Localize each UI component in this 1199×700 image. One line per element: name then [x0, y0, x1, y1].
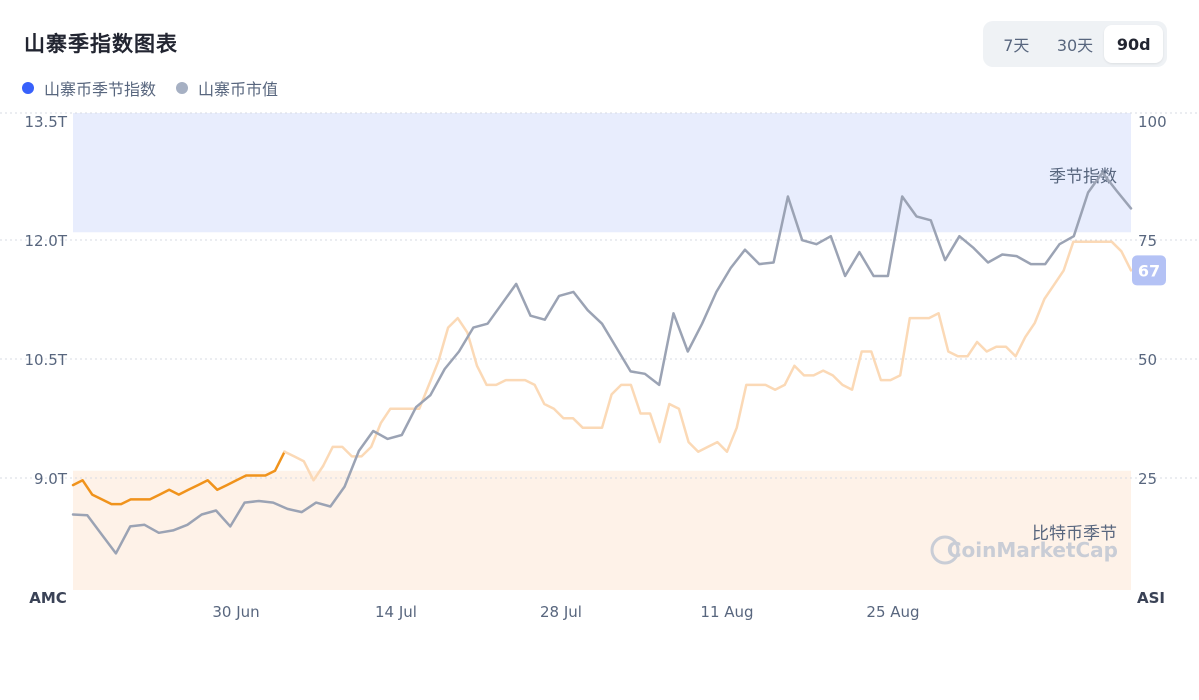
right-tick-label: 50: [1138, 351, 1157, 369]
altseason-zone-label: 季节指数: [1049, 167, 1117, 187]
index-line-segment[interactable]: [321, 240, 1133, 468]
legend-dot-index: [22, 82, 34, 94]
left-axis-title: AMC: [29, 589, 67, 607]
legend-item-index[interactable]: 山寨币季节指数: [22, 76, 156, 100]
current-index-badge: [1132, 255, 1166, 286]
chart-title: 山寨季指数图表: [24, 32, 178, 56]
right-tick-label: 100: [1138, 113, 1167, 131]
range-toggle: 7天 30天 90d: [983, 21, 1167, 67]
coinmarketcap-watermark: CoinMarketCap: [930, 535, 1118, 565]
left-tick-label: 9.0T: [34, 470, 68, 488]
watermark-text: CoinMarketCap: [947, 538, 1118, 562]
market-cap-line[interactable]: [71, 171, 1133, 555]
x-tick-label: 25 Aug: [866, 603, 919, 621]
range-30d-button[interactable]: 30天: [1056, 36, 1094, 55]
range-90d-button[interactable]: 90d: [1104, 25, 1164, 63]
x-tick-label: 14 Jul: [375, 603, 417, 621]
legend-label-index: 山寨币季节指数: [44, 80, 157, 99]
bitcoin-zone-label: 比特币季节: [1032, 524, 1117, 544]
index-line-segment[interactable]: [283, 450, 325, 482]
legend-dot-market-cap: [176, 82, 189, 94]
bitcoin-season-zone: [73, 470, 1131, 590]
index-line-segment[interactable]: [71, 450, 286, 506]
x-tick-label: 11 Aug: [700, 603, 753, 621]
right-tick-label: 25: [1138, 470, 1157, 488]
altseason-zone: [73, 113, 1131, 233]
right-tick-label: 75: [1138, 232, 1157, 250]
legend-item-market-cap[interactable]: 山寨币市值: [176, 76, 278, 100]
x-tick-label: 28 Jul: [540, 603, 582, 621]
left-tick-label: 10.5T: [24, 351, 67, 369]
coinmarketcap-logo-icon: [930, 535, 960, 565]
current-index-value: 67: [1138, 261, 1160, 280]
left-tick-label: 13.5T: [24, 113, 67, 131]
right-axis-title: ASI: [1137, 589, 1165, 607]
legend: 山寨币季节指数 山寨币市值: [22, 76, 278, 100]
x-tick-label: 30 Jun: [212, 603, 259, 621]
left-tick-label: 12.0T: [24, 232, 67, 250]
range-7d-button[interactable]: 7天: [1003, 36, 1030, 55]
legend-label-market-cap: 山寨币市值: [198, 80, 279, 99]
